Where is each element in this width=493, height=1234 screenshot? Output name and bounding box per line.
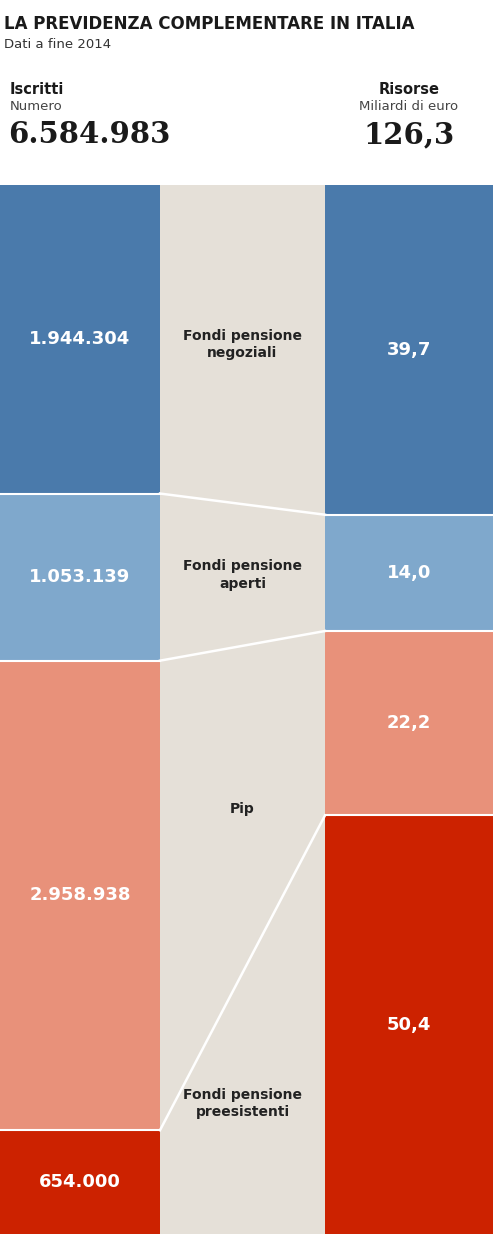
Text: 126,3: 126,3 — [363, 120, 455, 149]
Text: Numero: Numero — [10, 100, 63, 114]
Bar — [0, 1130, 160, 1234]
Bar — [0, 660, 160, 1130]
Text: 2.958.938: 2.958.938 — [29, 886, 131, 905]
Text: 1.944.304: 1.944.304 — [30, 331, 131, 348]
Bar — [325, 631, 493, 816]
Text: Miliardi di euro: Miliardi di euro — [359, 100, 458, 114]
Text: 39,7: 39,7 — [387, 341, 431, 359]
Text: Fondi pensione
negoziali: Fondi pensione negoziali — [183, 329, 302, 360]
Text: Fondi pensione
preesistenti: Fondi pensione preesistenti — [183, 1087, 302, 1119]
Text: Fondi pensione
aperti: Fondi pensione aperti — [183, 559, 302, 591]
Text: 14,0: 14,0 — [387, 564, 431, 582]
Bar — [325, 185, 493, 515]
Text: 1.053.139: 1.053.139 — [30, 568, 131, 586]
Text: 22,2: 22,2 — [387, 714, 431, 732]
Text: Iscritti: Iscritti — [10, 81, 65, 97]
Bar — [0, 494, 160, 660]
Text: Dati a fine 2014: Dati a fine 2014 — [4, 38, 111, 51]
Text: LA PREVIDENZA COMPLEMENTARE IN ITALIA: LA PREVIDENZA COMPLEMENTARE IN ITALIA — [4, 15, 415, 33]
Text: 654.000: 654.000 — [39, 1174, 121, 1191]
Text: Risorse: Risorse — [379, 81, 439, 97]
Text: Pip: Pip — [230, 802, 255, 817]
Bar — [0, 185, 160, 494]
Text: 50,4: 50,4 — [387, 1016, 431, 1034]
Bar — [160, 185, 325, 1234]
Text: 6.584.983: 6.584.983 — [8, 120, 171, 149]
Bar — [325, 515, 493, 631]
Bar — [325, 816, 493, 1234]
